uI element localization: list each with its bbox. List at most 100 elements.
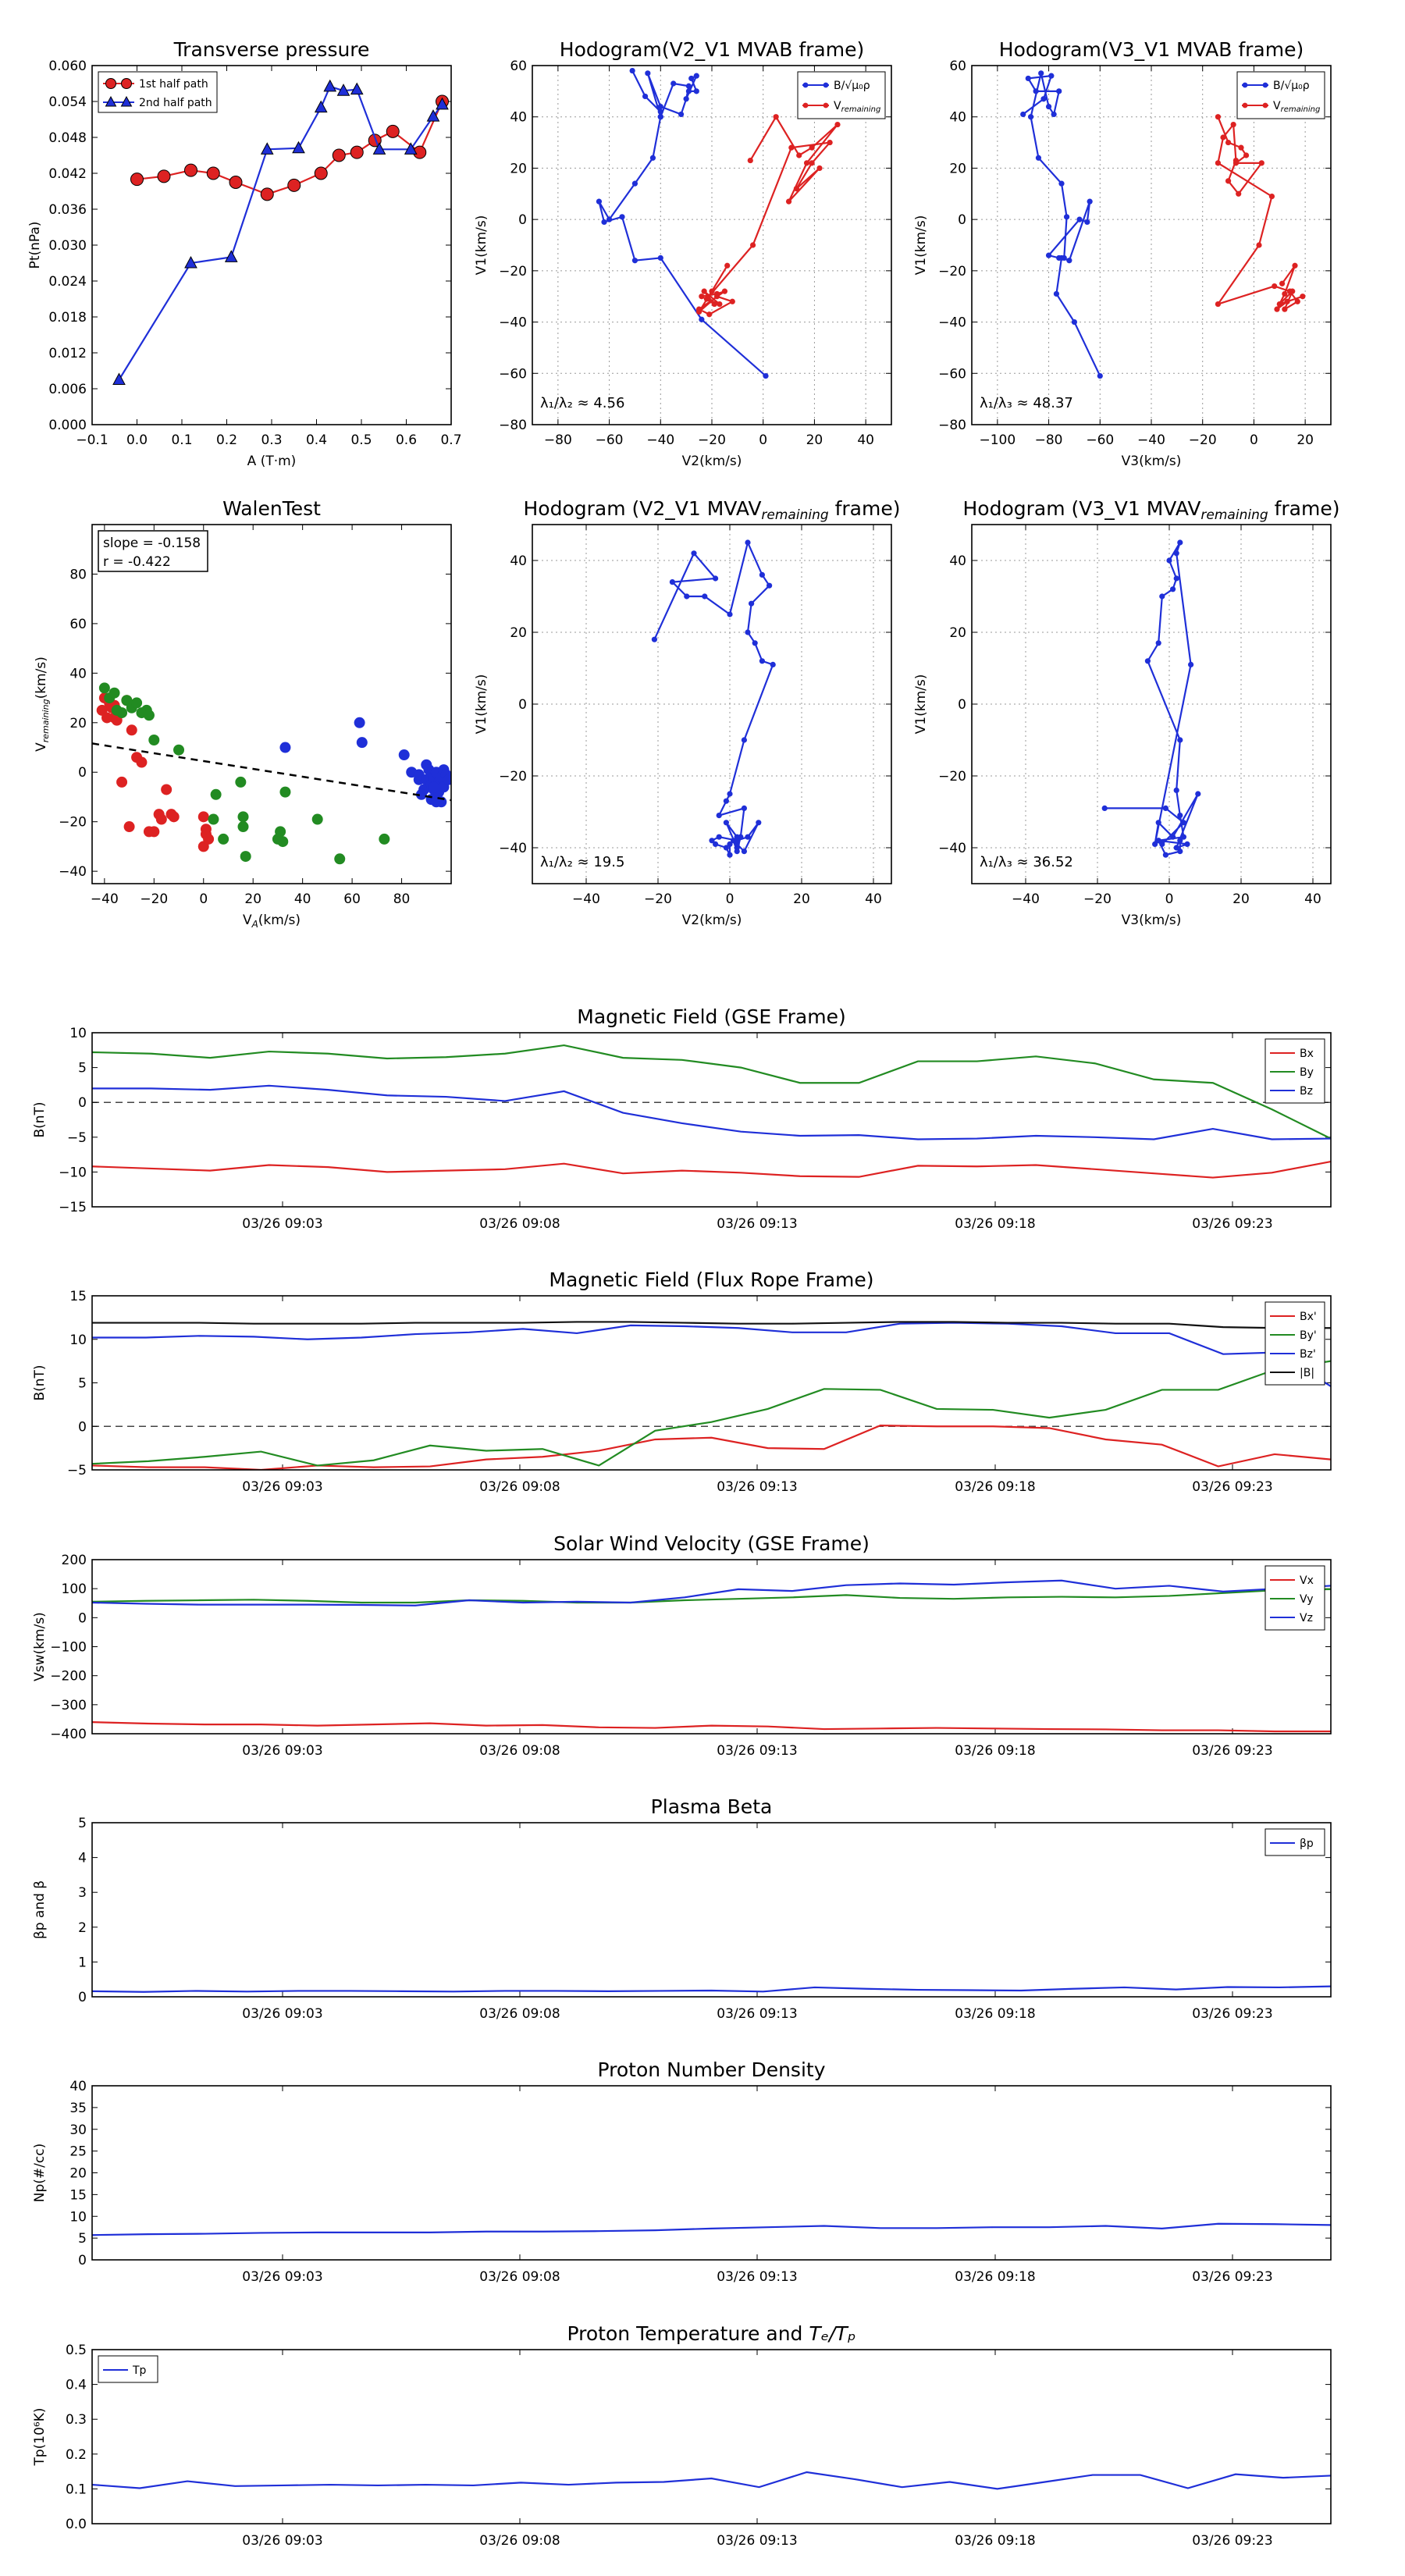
y-tick-label: 0 <box>78 1610 87 1626</box>
data-point <box>1300 294 1306 300</box>
data-point <box>1274 306 1280 312</box>
data-point <box>727 611 733 617</box>
data-layer <box>92 2222 1331 2236</box>
axes-frame <box>532 524 892 884</box>
chart-title: Magnetic Field (Flux Rope Frame) <box>549 1268 873 1291</box>
legend-label: Vz <box>1300 1612 1313 1624</box>
series-line <box>92 1322 1331 1387</box>
axes-frame <box>91 1032 1332 1208</box>
scatter-point <box>275 826 286 838</box>
data-point <box>224 250 238 262</box>
series-line <box>92 1084 1331 1140</box>
data-point <box>1027 114 1034 120</box>
x-tick-label: 03/26 09:18 <box>955 2269 1035 2285</box>
x-tick-label: 03/26 09:08 <box>479 1743 560 1759</box>
data-point <box>759 571 766 578</box>
legend-label: Tp <box>132 2364 147 2377</box>
data-point <box>631 180 638 187</box>
y-tick-label: 15 <box>69 1289 87 1304</box>
data-point <box>112 372 126 385</box>
x-tick-label: 03/26 09:18 <box>955 1479 1035 1495</box>
legend-marker <box>802 82 809 88</box>
y-tick-label: 0.0 <box>66 2517 87 2532</box>
data-point <box>1289 288 1296 294</box>
x-axis-label: V3(km/s) <box>1122 454 1182 469</box>
data-point <box>260 142 274 155</box>
legend-marker <box>105 78 116 89</box>
data-point <box>803 160 810 166</box>
data-point <box>763 372 769 379</box>
y-tick-label: 10 <box>69 1026 87 1041</box>
y-tick-label: −80 <box>499 418 527 433</box>
data-point <box>1215 160 1222 166</box>
eigenvalue-ratio-annotation: λ₁/λ₃ ≈ 36.52 <box>980 854 1073 870</box>
data-point <box>745 834 751 840</box>
data-point <box>1238 144 1244 151</box>
legend-label: Vx <box>1300 1574 1314 1587</box>
data-point <box>1058 180 1065 187</box>
data-point <box>404 142 418 155</box>
y-tick-label: 60 <box>69 617 87 632</box>
scatter-point <box>126 724 137 736</box>
data-point <box>796 152 802 158</box>
scatter-point <box>443 774 451 785</box>
y-tick-label: 20 <box>69 2166 87 2182</box>
data-point <box>229 176 243 189</box>
y-tick-label: 5 <box>78 1061 87 1076</box>
data-point <box>1180 834 1186 840</box>
y-tick-label: 40 <box>510 110 527 126</box>
y-tick-label: 0.060 <box>48 59 87 74</box>
y-tick-label: 0.5 <box>66 2343 87 2358</box>
y-tick-label: 0.3 <box>66 2412 87 2428</box>
scatter-point <box>161 784 173 795</box>
series-line <box>92 2471 1331 2490</box>
eigenvalue-ratio-annotation: λ₁/λ₃ ≈ 48.37 <box>980 395 1073 411</box>
y-tick-label: 60 <box>949 59 966 74</box>
y-tick-label: −10 <box>59 1165 87 1180</box>
data-layer <box>651 539 776 858</box>
x-tick-label: 80 <box>393 891 411 907</box>
chart-title: Solar Wind Velocity (GSE Frame) <box>553 1532 870 1555</box>
data-point <box>788 144 795 151</box>
data-point <box>1276 301 1282 308</box>
data-point <box>1272 283 1278 290</box>
data-point <box>657 114 663 120</box>
axes-frame <box>91 1559 1332 1735</box>
legend-label: Vy <box>1300 1593 1314 1606</box>
y-tick-label: 0.054 <box>48 94 87 110</box>
data-point <box>1284 298 1290 304</box>
x-tick-label: 03/26 09:23 <box>1192 1479 1272 1495</box>
data-point <box>756 820 762 826</box>
data-layer <box>112 79 449 385</box>
data-point <box>691 550 697 557</box>
data-point <box>1225 139 1232 146</box>
y-tick-label: 0.006 <box>48 382 87 397</box>
scatter-point <box>197 811 209 823</box>
data-point <box>1045 252 1052 258</box>
data-point <box>816 165 823 172</box>
data-point <box>426 109 440 122</box>
chart-title: Magnetic Field (GSE Frame) <box>577 1005 845 1028</box>
scatter-point <box>379 833 390 845</box>
fit-slope-label: slope = -0.158 <box>103 535 201 551</box>
data-point <box>1282 306 1288 312</box>
x-tick-label: 03/26 09:23 <box>1192 2006 1272 2022</box>
x-tick-label: −40 <box>1137 432 1165 448</box>
scatter-point <box>131 697 143 709</box>
x-tick-label: −80 <box>1035 432 1063 448</box>
legend-label: Bx <box>1300 1048 1314 1060</box>
legend-box <box>797 71 886 119</box>
y-tick-label: 40 <box>69 666 87 681</box>
y-tick-label: 200 <box>62 1553 87 1568</box>
y-tick-label: 0.000 <box>48 418 87 433</box>
data-point <box>695 308 702 315</box>
x-tick-label: 03/26 09:13 <box>717 2006 797 2022</box>
x-axis-label: VA(km/s) <box>243 913 301 930</box>
data-point <box>619 214 625 220</box>
data-point <box>685 88 692 94</box>
data-point <box>1033 88 1039 94</box>
data-point <box>1177 813 1183 819</box>
y-tick-label: 0 <box>78 1095 87 1111</box>
y-tick-label: −20 <box>499 769 527 785</box>
data-point <box>1040 96 1047 102</box>
